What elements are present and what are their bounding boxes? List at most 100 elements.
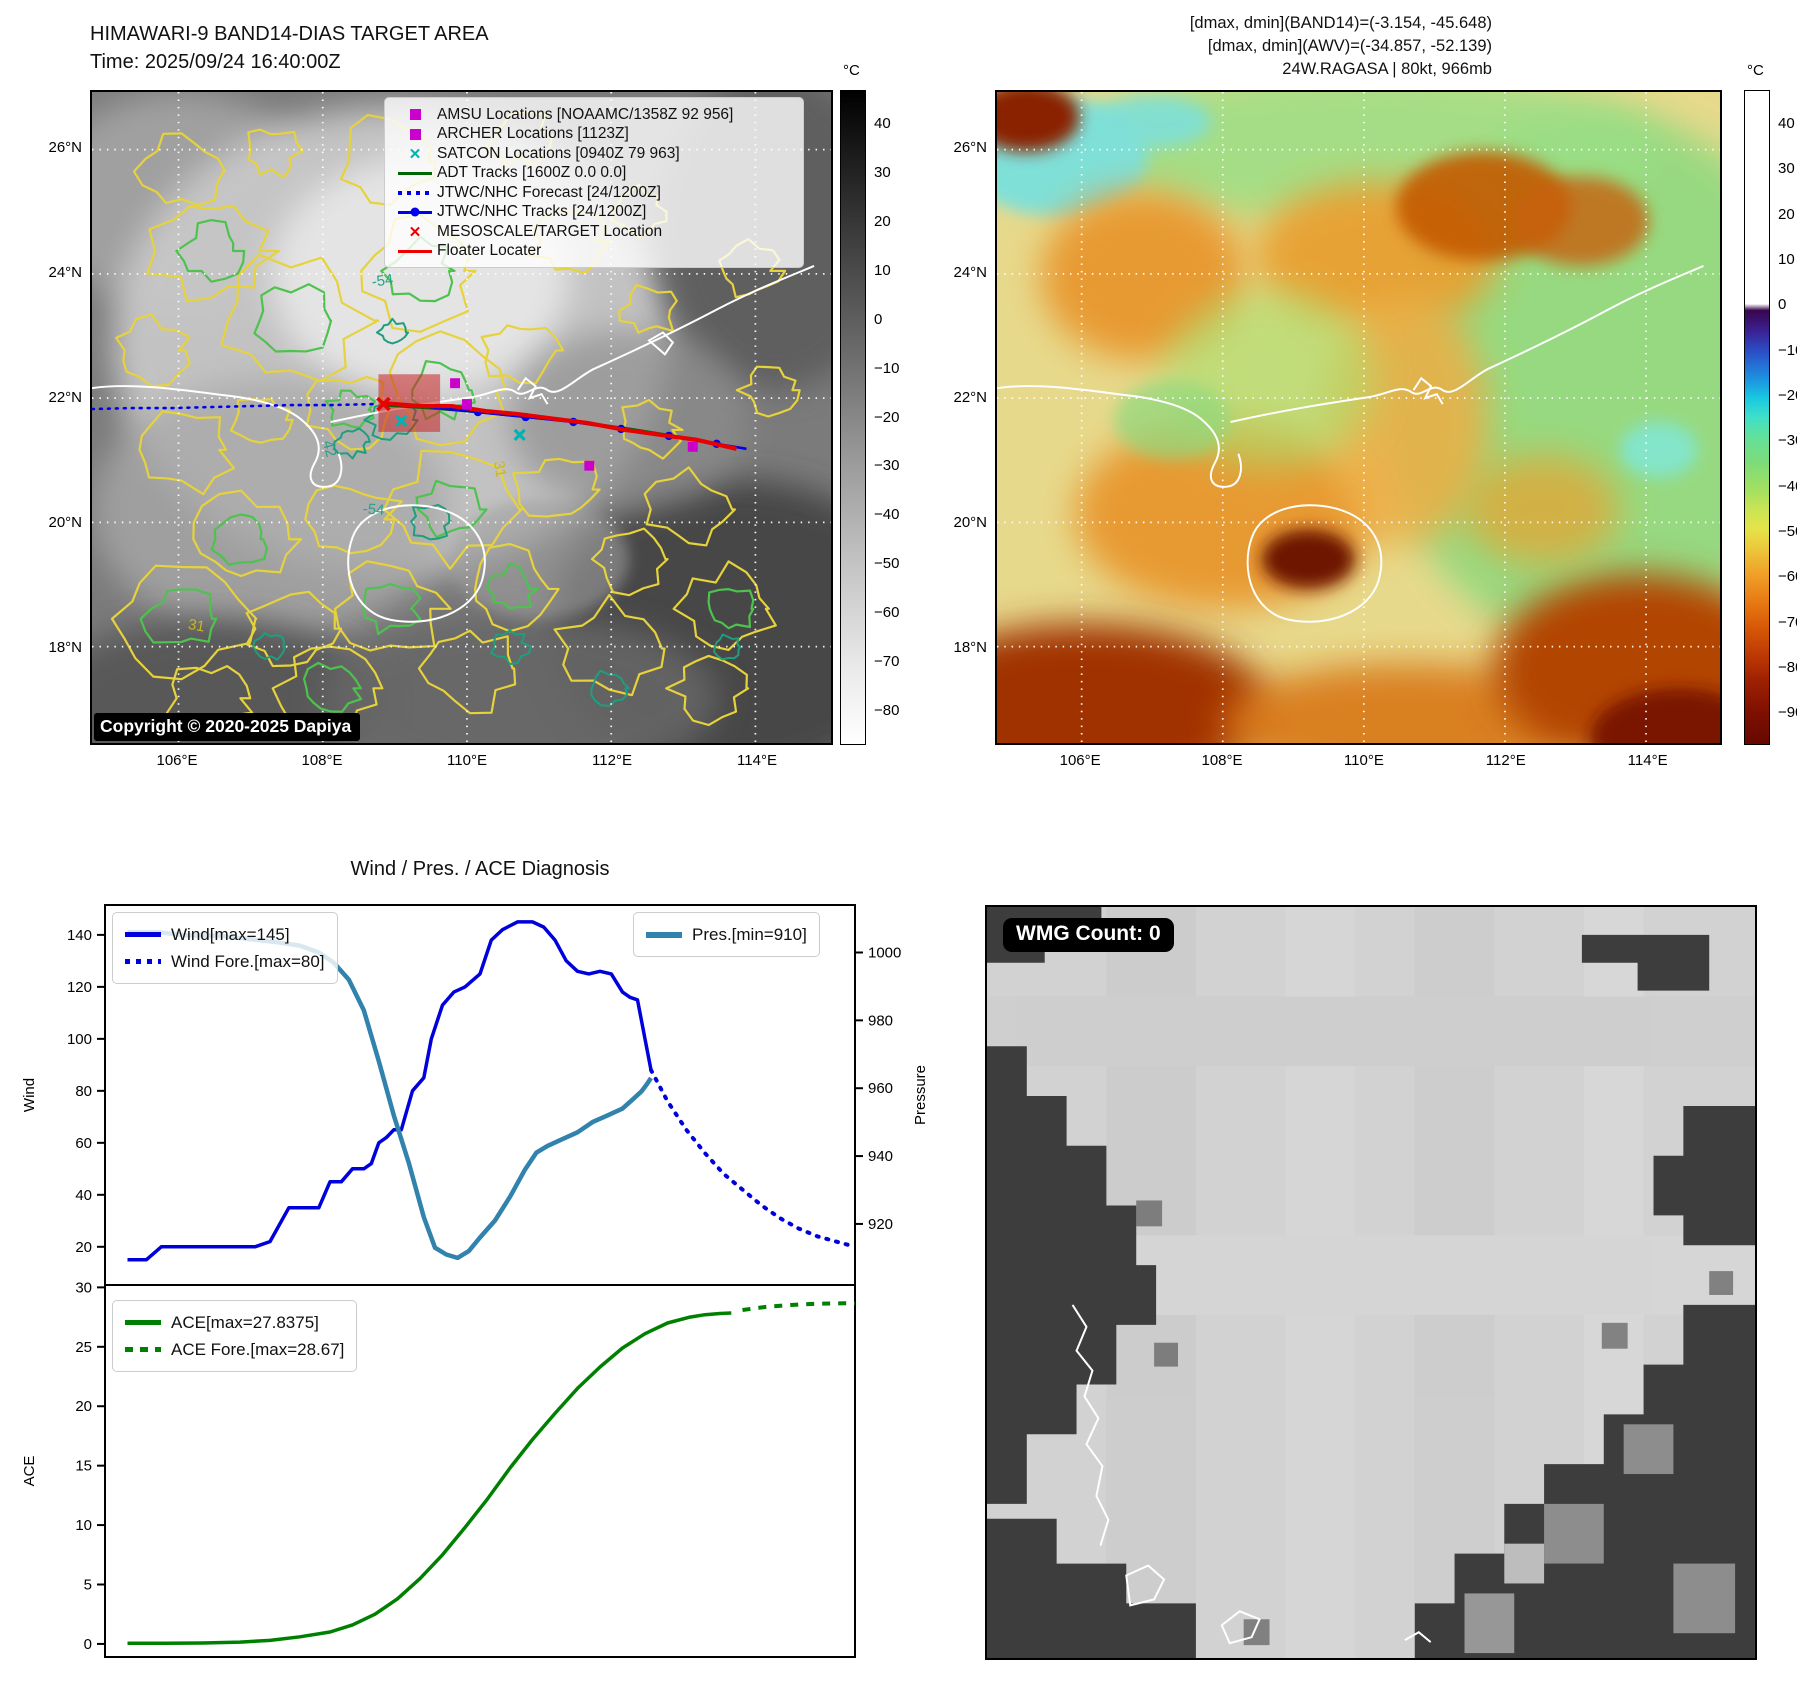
ace-legend-label: ACE[max=27.8375] (171, 1312, 319, 1332)
mesoscale-target-marker (376, 396, 391, 412)
band14-title: HIMAWARI-9 BAND14-DIAS TARGET AREA (90, 23, 489, 45)
map-legend-item: Floater Locater (393, 242, 795, 262)
svg-text:920: 920 (868, 1216, 893, 1233)
lon-tick-label: 106°E (156, 752, 198, 769)
colorbar-tick-label: −70 (1778, 613, 1797, 631)
wmg-dark-regions (987, 907, 1755, 1658)
band14-map-legend: AMSU Locations [NOAAMC/1358Z 92 956] ARCH… (384, 97, 804, 268)
contour-value-labels: -54 -54 31 31 42 (187, 272, 509, 636)
map-legend-item: ✕ MESOSCALE/TARGET Location (393, 222, 795, 242)
wmg-map-panel: WMG Count: 0 (985, 905, 1757, 1660)
svg-text:0: 0 (84, 1636, 92, 1653)
svg-text:15: 15 (75, 1458, 92, 1475)
colorbar-tick-label: −40 (874, 506, 900, 524)
map-legend-item: JTWC/NHC Tracks [24/1200Z] (393, 203, 795, 223)
map-legend-item: AMSU Locations [NOAAMC/1358Z 92 956] (393, 105, 795, 125)
colorbar-tick-label: 40 (1778, 114, 1795, 132)
floater-track (382, 401, 737, 451)
ace-forecast-swatch (125, 1347, 161, 1352)
awv-header-block: [dmax, dmin](BAND14)=(-3.154, -45.648) [… (1190, 12, 1492, 81)
map-legend-item: JTWC/NHC Forecast [24/1200Z] (393, 183, 795, 203)
colorbar-tick-label: −40 (1778, 477, 1797, 495)
ace-legend: ACE[max=27.8375] ACE Fore.[max=28.67] (112, 1300, 358, 1372)
band14-colorbar-unit: °C (843, 62, 860, 79)
awv-map-panel (995, 90, 1722, 745)
colorbar-tick-label: −10 (874, 359, 900, 377)
lon-tick-label: 114°E (737, 752, 777, 769)
lat-tick-label: 18°N (953, 639, 987, 656)
svg-text:980: 980 (868, 1012, 893, 1029)
jtwc-forecast-track (92, 402, 374, 411)
colorbar-tick-label: 20 (874, 212, 891, 230)
wmg-microwave-image (987, 907, 1755, 1658)
map-legend-item: ADT Tracks [1600Z 0.0 0.0] (393, 164, 795, 184)
diagnosis-title: Wind / Pres. / ACE Diagnosis (350, 858, 610, 880)
map-legend-label: JTWC/NHC Forecast [24/1200Z] (437, 183, 661, 201)
lat-tick-label: 24°N (953, 264, 987, 281)
svg-text:80: 80 (75, 1083, 92, 1100)
svg-text:20: 20 (75, 1239, 92, 1256)
coastlines (997, 265, 1704, 623)
line-legend-marker (393, 171, 437, 175)
dotted-legend-marker (393, 191, 437, 195)
wind-forecast-swatch (125, 959, 161, 964)
lon-tick-label: 108°E (1201, 752, 1243, 769)
lon-tick-label: 108°E (301, 752, 343, 769)
svg-text:960: 960 (868, 1080, 893, 1097)
awv-satellite-image (997, 92, 1720, 743)
pressure-line-swatch (646, 931, 682, 938)
lat-tick-label: 22°N (953, 389, 987, 406)
lon-tick-label: 114°E (1627, 752, 1668, 769)
square-legend-marker (393, 109, 437, 121)
svg-text:5: 5 (84, 1577, 92, 1594)
map-legend-label: ADT Tracks [1600Z 0.0 0.0] (437, 164, 627, 182)
ace-forecast-legend-label: ACE Fore.[max=28.67] (171, 1339, 345, 1359)
coastlines (92, 265, 815, 623)
satcon-markers (395, 414, 526, 441)
colorbar-tick-label: −10 (1778, 341, 1797, 359)
colorbar-tick-label: 10 (1778, 250, 1795, 268)
awv-color-texture (997, 92, 1720, 743)
svg-text:1000: 1000 (868, 945, 901, 962)
band14-title-block: HIMAWARI-9 BAND14-DIAS TARGET AREA Time:… (90, 20, 489, 76)
legend-item-wind: Wind[max=145] (125, 921, 325, 948)
lat-tick-label: 18°N (48, 639, 82, 656)
lat-tick-label: 24°N (48, 264, 82, 281)
map-legend-label: SATCON Locations [0940Z 79 963] (437, 144, 680, 162)
line-dot-legend-marker (393, 207, 437, 217)
lon-tick-label: 110°E (447, 752, 487, 769)
colorbar-tick-label: 10 (874, 261, 891, 279)
line-legend-marker (393, 249, 437, 253)
band14-time: Time: 2025/09/24 16:40:00Z (90, 51, 341, 73)
copyright-badge: Copyright © 2020-2025 Dapiya (94, 713, 361, 741)
lon-tick-label: 106°E (1059, 752, 1101, 769)
square-legend-marker (393, 128, 437, 140)
svg-text:30: 30 (75, 1279, 92, 1296)
series-wind-fore- (649, 1068, 857, 1249)
svg-text:ACE: ACE (21, 1456, 38, 1487)
map-legend-label: Floater Locater (437, 242, 542, 260)
colorbar-tick-label: −80 (1778, 658, 1797, 676)
legend-item-wind-forecast: Wind Fore.[max=80] (125, 948, 325, 975)
map-legend-label: ARCHER Locations [1123Z] (437, 125, 629, 143)
svg-text:60: 60 (75, 1135, 92, 1152)
map-legend-item: ARCHER Locations [1123Z] (393, 125, 795, 145)
contour-label: 42 (319, 439, 339, 459)
wmg-shading (987, 907, 1755, 1658)
wind-legend-label: Wind[max=145] (171, 924, 290, 944)
band14-map-panel: -54 -54 31 31 42 AMSU Locations [NOAAMC/1358… (90, 90, 833, 745)
svg-text:120: 120 (67, 979, 92, 996)
colorbar-tick-label: 30 (874, 164, 891, 182)
awv-colorbar-unit: °C (1747, 62, 1764, 79)
lat-tick-label: 20°N (953, 514, 987, 531)
svg-text:40: 40 (75, 1187, 92, 1204)
wmg-inner-patches (1464, 1424, 1736, 1654)
contour-label: -54 (362, 501, 385, 518)
svg-text:10: 10 (75, 1517, 92, 1534)
colorbar-tick-label: −60 (874, 604, 900, 622)
dmax-dmin-band14: [dmax, dmin](BAND14)=(-3.154, -45.648) (1189, 14, 1492, 32)
svg-text:Pressure: Pressure (912, 1065, 929, 1125)
x-legend-marker: ✕ (408, 223, 422, 241)
lat-tick-label: 26°N (48, 139, 82, 156)
